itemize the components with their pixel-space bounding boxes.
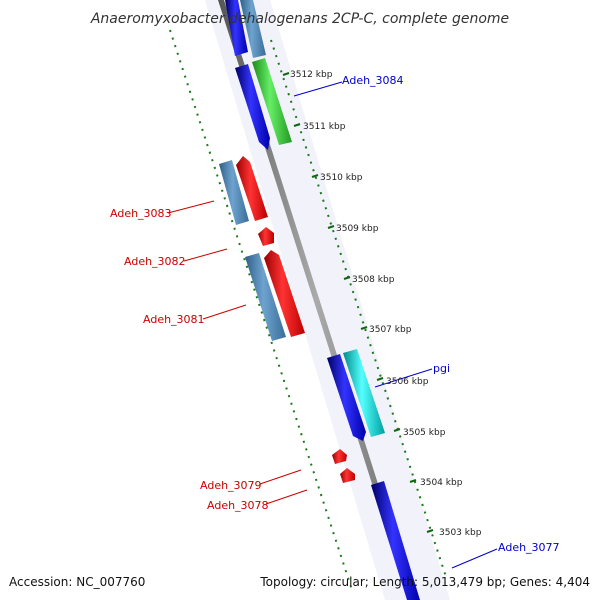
gene-label[interactable]: Adeh_3077 (498, 541, 560, 554)
scale-label: 3512 kbp (290, 70, 333, 80)
cog-feature-green-3084 (252, 58, 292, 145)
label-leaders (167, 81, 498, 569)
scale-label: 3504 kbp (420, 478, 463, 488)
cds-reverse-3082 (258, 227, 274, 246)
scale-label: 3503 kbp (439, 528, 482, 538)
scale-label: 3510 kbp (320, 173, 363, 183)
gene-label[interactable]: Adeh_3079 (200, 479, 262, 492)
gene-label[interactable]: Adeh_3078 (207, 499, 269, 512)
scale-label: 3507 kbp (369, 325, 412, 335)
cds-reverse-3078 (340, 468, 355, 483)
gene-labels: Adeh_3084 Adeh_3083 Adeh_3082 Adeh_3081 … (110, 74, 560, 554)
scale-labels: 3512 kbp 3511 kbp 3510 kbp 3509 kbp 3508… (290, 70, 482, 538)
scale-label: 3506 kbp (386, 377, 429, 387)
cds-reverse-3081 (264, 250, 305, 337)
accession-text: Accession: NC_007760 (9, 575, 145, 589)
scale-label: 3511 kbp (303, 122, 346, 132)
cds-forward-3084 (235, 64, 270, 150)
cog-feature-cyan-pgi (343, 349, 385, 437)
scale-label: 3505 kbp (403, 428, 446, 438)
cds-reverse-3083 (236, 156, 268, 221)
gene-label[interactable]: pgi (433, 362, 450, 375)
gene-label[interactable]: Adeh_3084 (342, 74, 404, 87)
genome-backbone (218, 0, 415, 600)
cog-feature-steelblue-top (240, 0, 266, 58)
cds-reverse-3079 (332, 449, 347, 464)
major-ticks (282, 72, 434, 533)
cds-forward-top (225, 0, 248, 56)
gene-label[interactable]: Adeh_3083 (110, 207, 172, 220)
outer-tick-line (270, 39, 448, 581)
gene-label[interactable]: Adeh_3082 (124, 255, 186, 268)
scale-label: 3508 kbp (352, 275, 395, 285)
map-title: Anaeromyxobacter dehalogenans 2CP-C, com… (90, 11, 509, 27)
cds-forward-pgi (327, 354, 366, 441)
scale-label: 3509 kbp (336, 224, 379, 234)
topology-text: Topology: circular; Length: 5,013,479 bp… (259, 575, 590, 589)
cog-feature-steelblue-3081 (245, 253, 286, 341)
cds-forward-3077 (371, 481, 420, 600)
gene-label[interactable]: Adeh_3081 (143, 313, 205, 326)
cog-feature-steelblue-3083 (219, 160, 249, 225)
